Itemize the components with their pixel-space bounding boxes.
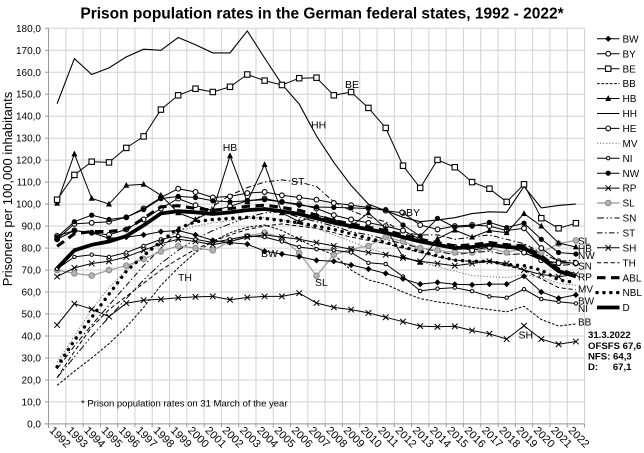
svg-text:BW: BW bbox=[623, 34, 640, 45]
svg-text:180,0: 180,0 bbox=[16, 24, 41, 35]
svg-text:NI: NI bbox=[623, 154, 633, 165]
svg-text:RP: RP bbox=[578, 272, 592, 283]
svg-text:OFSFS 67,6: OFSFS 67,6 bbox=[588, 341, 641, 352]
svg-text:60,0: 60,0 bbox=[22, 288, 42, 299]
svg-text:SH: SH bbox=[519, 330, 534, 342]
svg-text:67,1: 67,1 bbox=[613, 362, 632, 373]
svg-text:170,0: 170,0 bbox=[16, 46, 41, 57]
svg-text:110,0: 110,0 bbox=[17, 178, 42, 189]
svg-text:BE: BE bbox=[623, 64, 637, 75]
svg-text:130,0: 130,0 bbox=[16, 134, 41, 145]
svg-text:40,0: 40,0 bbox=[22, 332, 42, 343]
svg-text:D:: D: bbox=[588, 362, 598, 373]
svg-text:BE: BE bbox=[345, 79, 359, 91]
svg-text:SL: SL bbox=[315, 277, 328, 289]
svg-text:HB: HB bbox=[578, 244, 592, 255]
svg-text:Prisoners per 100,000 inhabita: Prisoners per 100,000 inhabitants bbox=[0, 91, 15, 286]
svg-text:TH: TH bbox=[178, 272, 192, 284]
svg-text:BY: BY bbox=[623, 49, 637, 60]
svg-text:90,0: 90,0 bbox=[22, 222, 42, 233]
svg-text:HE: HE bbox=[623, 124, 637, 135]
svg-text:70,0: 70,0 bbox=[22, 266, 42, 277]
svg-text:MV: MV bbox=[623, 139, 638, 150]
svg-text:BY: BY bbox=[406, 207, 420, 219]
svg-text:* Prison population rates on 3: * Prison population rates on 31 March of… bbox=[81, 398, 287, 409]
svg-text:NI: NI bbox=[578, 304, 588, 315]
svg-text:SN: SN bbox=[623, 214, 637, 225]
svg-text:31.3.2022: 31.3.2022 bbox=[588, 330, 631, 341]
svg-text:30,0: 30,0 bbox=[22, 354, 42, 365]
svg-text:HB: HB bbox=[223, 142, 238, 154]
svg-text:SL: SL bbox=[623, 199, 636, 210]
svg-text:20,0: 20,0 bbox=[22, 375, 42, 386]
svg-text:SH: SH bbox=[623, 243, 637, 254]
svg-text:NBL: NBL bbox=[623, 288, 643, 299]
svg-text:D: D bbox=[623, 303, 630, 314]
svg-text:ABL: ABL bbox=[623, 273, 642, 284]
svg-text:BB: BB bbox=[623, 79, 637, 90]
svg-text:MV: MV bbox=[578, 284, 593, 295]
svg-text:50,0: 50,0 bbox=[22, 310, 42, 321]
svg-text:140,0: 140,0 bbox=[16, 112, 41, 123]
svg-text:ST: ST bbox=[291, 176, 305, 188]
svg-text:ST: ST bbox=[623, 229, 636, 240]
svg-text:10,0: 10,0 bbox=[22, 397, 42, 408]
svg-text:TH: TH bbox=[623, 258, 636, 269]
svg-text:Prison population rates in the: Prison population rates in the German fe… bbox=[80, 5, 564, 22]
svg-text:BW: BW bbox=[261, 248, 278, 260]
svg-text:120,0: 120,0 bbox=[16, 156, 41, 167]
svg-text:HB: HB bbox=[623, 94, 637, 105]
svg-text:HH: HH bbox=[311, 120, 326, 132]
svg-text:NFS: 64,3: NFS: 64,3 bbox=[588, 351, 632, 362]
svg-text:BB: BB bbox=[578, 317, 592, 328]
svg-text:80,0: 80,0 bbox=[22, 244, 42, 255]
svg-text:150,0: 150,0 bbox=[16, 90, 41, 101]
svg-text:SL: SL bbox=[578, 236, 591, 247]
svg-text:RP: RP bbox=[623, 184, 637, 195]
svg-text:160,0: 160,0 bbox=[16, 68, 41, 79]
svg-text:BW: BW bbox=[578, 296, 595, 307]
svg-text:0,0: 0,0 bbox=[27, 419, 41, 430]
svg-text:SN: SN bbox=[578, 261, 592, 272]
svg-text:NW: NW bbox=[623, 169, 640, 180]
svg-text:HH: HH bbox=[623, 109, 637, 120]
svg-text:NW: NW bbox=[578, 251, 595, 262]
svg-text:100,0: 100,0 bbox=[16, 200, 41, 211]
